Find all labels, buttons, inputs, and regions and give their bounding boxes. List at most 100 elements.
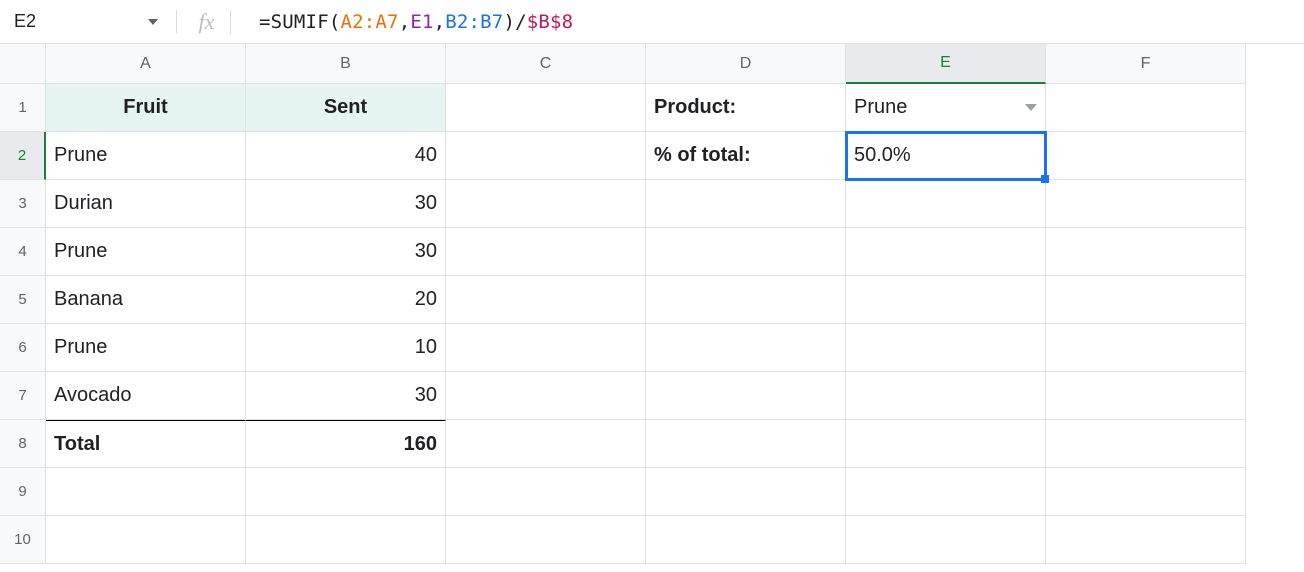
row-2: Prune 40 % of total: 50.0% — [46, 132, 1304, 180]
cell-A8[interactable]: Total — [46, 420, 246, 468]
cell-B6[interactable]: 10 — [246, 324, 446, 372]
column-header-C[interactable]: C — [446, 44, 646, 84]
row-8: Total 160 — [46, 420, 1304, 468]
formula-token: A2:A7 — [340, 11, 398, 33]
row-1: Fruit Sent Product: Prune — [46, 84, 1304, 132]
cell-A6[interactable]: Prune — [46, 324, 246, 372]
cell-A1[interactable]: Fruit — [46, 84, 246, 132]
cell-F3[interactable] — [1046, 180, 1246, 228]
row-9 — [46, 468, 1304, 516]
cell-E2-value: 50.0% — [854, 144, 911, 167]
cell-E8[interactable] — [846, 420, 1046, 468]
column-header-E[interactable]: E — [846, 44, 1046, 84]
cell-C5[interactable] — [446, 276, 646, 324]
cell-C4[interactable] — [446, 228, 646, 276]
row-header-6[interactable]: 6 — [0, 324, 46, 372]
row-header-7[interactable]: 7 — [0, 372, 46, 420]
cell-E6[interactable] — [846, 324, 1046, 372]
cell-B3[interactable]: 30 — [246, 180, 446, 228]
cell-C2[interactable] — [446, 132, 646, 180]
cell-A2[interactable]: Prune — [46, 132, 246, 180]
cell-E7[interactable] — [846, 372, 1046, 420]
column-header-D[interactable]: D — [646, 44, 846, 84]
formula-token: ( — [329, 11, 341, 33]
cell-D1[interactable]: Product: — [646, 84, 846, 132]
cell-F6[interactable] — [1046, 324, 1246, 372]
row-header-2[interactable]: 2 — [0, 132, 46, 180]
name-box-dropdown-icon[interactable] — [148, 19, 158, 25]
cell-F7[interactable] — [1046, 372, 1246, 420]
column-header-F[interactable]: F — [1046, 44, 1246, 84]
row-header-10[interactable]: 10 — [0, 516, 46, 564]
cell-B10[interactable] — [246, 516, 446, 564]
cell-C1[interactable] — [446, 84, 646, 132]
row-5: Banana 20 — [46, 276, 1304, 324]
row-header-8[interactable]: 8 — [0, 420, 46, 468]
formula-token: B2:B7 — [445, 11, 503, 33]
cell-C10[interactable] — [446, 516, 646, 564]
formula-input[interactable]: =SUMIF(A2:A7,E1,B2:B7)/$B$8 — [231, 11, 1304, 33]
cell-A10[interactable] — [46, 516, 246, 564]
cell-D6[interactable] — [646, 324, 846, 372]
cell-E10[interactable] — [846, 516, 1046, 564]
formula-token: , — [399, 11, 411, 33]
separator — [176, 10, 177, 34]
grid-body: ABCDEF Fruit Sent Product: Prune Prune 4… — [46, 44, 1304, 572]
cell-E1[interactable]: Prune — [846, 84, 1046, 132]
row-headers: 12345678910 — [0, 44, 46, 572]
cell-D9[interactable] — [646, 468, 846, 516]
cell-A7[interactable]: Avocado — [46, 372, 246, 420]
cell-E5[interactable] — [846, 276, 1046, 324]
cell-A5[interactable]: Banana — [46, 276, 246, 324]
cell-C6[interactable] — [446, 324, 646, 372]
cell-D4[interactable] — [646, 228, 846, 276]
cell-B8[interactable]: 160 — [246, 420, 446, 468]
cell-F1[interactable] — [1046, 84, 1246, 132]
cell-E3[interactable] — [846, 180, 1046, 228]
cell-D5[interactable] — [646, 276, 846, 324]
cell-F4[interactable] — [1046, 228, 1246, 276]
cell-A4[interactable]: Prune — [46, 228, 246, 276]
cell-B5[interactable]: 20 — [246, 276, 446, 324]
name-box[interactable]: E2 — [0, 0, 170, 43]
cell-B7[interactable]: 30 — [246, 372, 446, 420]
column-header-B[interactable]: B — [246, 44, 446, 84]
cell-F8[interactable] — [1046, 420, 1246, 468]
row-header-5[interactable]: 5 — [0, 276, 46, 324]
row-header-4[interactable]: 4 — [0, 228, 46, 276]
cell-A9[interactable] — [46, 468, 246, 516]
column-header-A[interactable]: A — [46, 44, 246, 84]
cell-A3[interactable]: Durian — [46, 180, 246, 228]
cell-D10[interactable] — [646, 516, 846, 564]
cell-D7[interactable] — [646, 372, 846, 420]
cell-F9[interactable] — [1046, 468, 1246, 516]
formula-token: / — [515, 11, 527, 33]
cell-C8[interactable] — [446, 420, 646, 468]
cell-C9[interactable] — [446, 468, 646, 516]
cell-B2[interactable]: 40 — [246, 132, 446, 180]
cell-F10[interactable] — [1046, 516, 1246, 564]
cell-F2[interactable] — [1046, 132, 1246, 180]
selection-fill-handle[interactable] — [1041, 175, 1049, 183]
cell-B9[interactable] — [246, 468, 446, 516]
cell-D8[interactable] — [646, 420, 846, 468]
cell-E1-value: Prune — [854, 96, 907, 119]
row-header-3[interactable]: 3 — [0, 180, 46, 228]
cell-F5[interactable] — [1046, 276, 1246, 324]
cell-C7[interactable] — [446, 372, 646, 420]
select-all-corner[interactable] — [0, 44, 46, 84]
row-6: Prune 10 — [46, 324, 1304, 372]
row-header-9[interactable]: 9 — [0, 468, 46, 516]
row-header-1[interactable]: 1 — [0, 84, 46, 132]
cell-B1[interactable]: Sent — [246, 84, 446, 132]
cell-E4[interactable] — [846, 228, 1046, 276]
cell-E2[interactable]: 50.0% — [846, 132, 1046, 180]
cell-D2[interactable]: % of total: — [646, 132, 846, 180]
data-validation-dropdown-icon[interactable] — [1025, 104, 1037, 112]
cell-B4[interactable]: 30 — [246, 228, 446, 276]
formula-token: E1 — [410, 11, 433, 33]
row-3: Durian 30 — [46, 180, 1304, 228]
cell-E9[interactable] — [846, 468, 1046, 516]
cell-C3[interactable] — [446, 180, 646, 228]
cell-D3[interactable] — [646, 180, 846, 228]
